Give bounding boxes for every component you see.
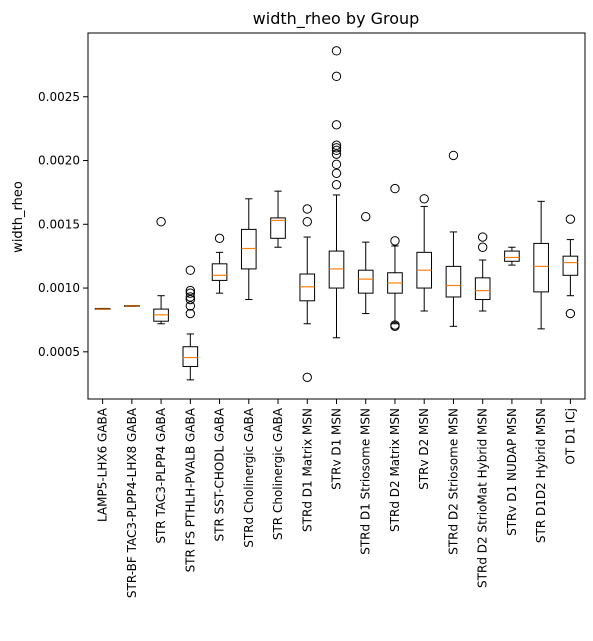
box-group — [270, 190, 286, 248]
outlier-point — [477, 242, 488, 252]
outlier-point — [185, 288, 196, 298]
box — [474, 277, 491, 301]
box-group — [562, 214, 579, 319]
y-axis-label: width_rheo — [11, 181, 26, 253]
box-group — [211, 233, 228, 294]
box-group — [357, 211, 374, 315]
x-tick-label: STR FS PTHLH-PVALB GABA — [183, 407, 197, 572]
x-tick-label: STRd D1 Matrix MSN — [300, 408, 314, 532]
outlier-point — [185, 301, 196, 311]
x-tick-label: LAMP5-LHX6 GABA — [96, 407, 110, 522]
box-group — [533, 200, 549, 330]
outlier-point — [156, 217, 166, 227]
outlier-point — [331, 159, 342, 170]
outlier-point — [390, 236, 400, 246]
x-tick-label: STRd D1 Striosome MSN — [359, 408, 373, 555]
chart-title: width_rheo by Group — [253, 9, 420, 29]
outlier-point — [214, 233, 225, 244]
box — [182, 346, 199, 367]
outlier-point — [302, 217, 312, 227]
box-group — [328, 46, 345, 339]
box-group — [387, 183, 403, 332]
box — [270, 217, 286, 239]
box-group — [299, 204, 316, 383]
box-group — [94, 307, 111, 310]
box — [357, 269, 374, 294]
box — [240, 228, 257, 270]
x-tick-label: STR-BF TAC3-PLPP4-LHX8 GABA — [125, 407, 139, 598]
outlier-point — [448, 150, 459, 161]
x-tick-label: STR SST-CHODL GABA — [213, 407, 227, 541]
outlier-point — [302, 372, 312, 383]
x-tick-label: STRd D2 Matrix MSN — [388, 408, 402, 532]
outlier-point — [331, 168, 342, 178]
axes-frame — [87, 32, 586, 400]
outlier-point — [565, 214, 576, 224]
x-tick-label: STRd D2 Striosome MSN — [446, 408, 460, 555]
box-group — [182, 265, 199, 381]
box — [562, 255, 579, 276]
outlier-point — [390, 183, 400, 194]
outlier-point — [419, 194, 429, 204]
box-group — [416, 194, 433, 312]
y-tick-label: 0.0005 — [38, 345, 80, 359]
outlier-point — [390, 321, 400, 332]
box — [299, 273, 316, 302]
outlier-point — [331, 120, 342, 130]
outlier-point — [331, 145, 342, 156]
box — [445, 265, 462, 298]
outlier-point — [302, 204, 312, 214]
box-group — [445, 150, 462, 327]
outlier-point — [331, 180, 342, 190]
x-tick-label: STRv D1 MSN — [330, 408, 344, 490]
outlier-point — [185, 292, 196, 302]
y-tick-label: 0.0020 — [38, 154, 80, 168]
box-group — [474, 232, 491, 312]
outlier-point — [331, 71, 342, 82]
box-group — [153, 217, 169, 325]
y-tick-label: 0.0010 — [38, 281, 80, 295]
x-tick-label: STRd D2 StrioMat Hybrid MSN — [476, 408, 490, 588]
outlier-point — [331, 140, 342, 150]
plot-area: 0.0005 0.0010 0.0015 0.0020 0.0025 LAMP5-LHX6… — [38, 46, 579, 598]
outlier-point — [185, 308, 196, 319]
outlier-point — [185, 285, 196, 296]
x-tick-label: STR Cholinergic GABA — [271, 407, 285, 540]
box-group — [240, 198, 257, 301]
outlier-point — [185, 265, 196, 275]
outlier-point — [331, 46, 342, 56]
x-tick-label: STRd Cholinergic GABA — [242, 407, 256, 548]
outlier-point — [477, 232, 488, 242]
x-tick-label: STRv D1 NUDAP MSN — [505, 408, 519, 536]
x-tick-label: STR TAC3-PLPP4 GABA — [154, 407, 168, 543]
outlier-point — [331, 143, 342, 153]
box — [211, 263, 228, 281]
x-tick-label: STRv D2 MSN — [417, 408, 431, 490]
box-group — [504, 246, 520, 266]
box — [328, 250, 345, 289]
x-tick-label: OT D1 ICj — [563, 408, 577, 465]
box-group — [124, 305, 140, 307]
x-tick-label: STR D1D2 Hybrid MSN — [534, 408, 548, 543]
y-tick-label: 0.0015 — [38, 217, 80, 231]
outlier-point — [361, 211, 371, 222]
y-tick-label: 0.0025 — [38, 90, 80, 104]
outlier-point — [565, 308, 576, 319]
box — [504, 250, 520, 262]
outlier-point — [331, 149, 342, 159]
box — [533, 242, 549, 293]
outlier-point — [185, 294, 196, 305]
